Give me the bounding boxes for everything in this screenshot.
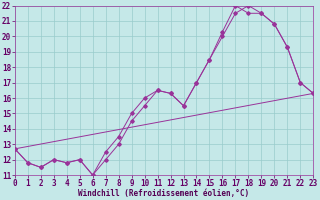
X-axis label: Windchill (Refroidissement éolien,°C): Windchill (Refroidissement éolien,°C): [78, 189, 250, 198]
